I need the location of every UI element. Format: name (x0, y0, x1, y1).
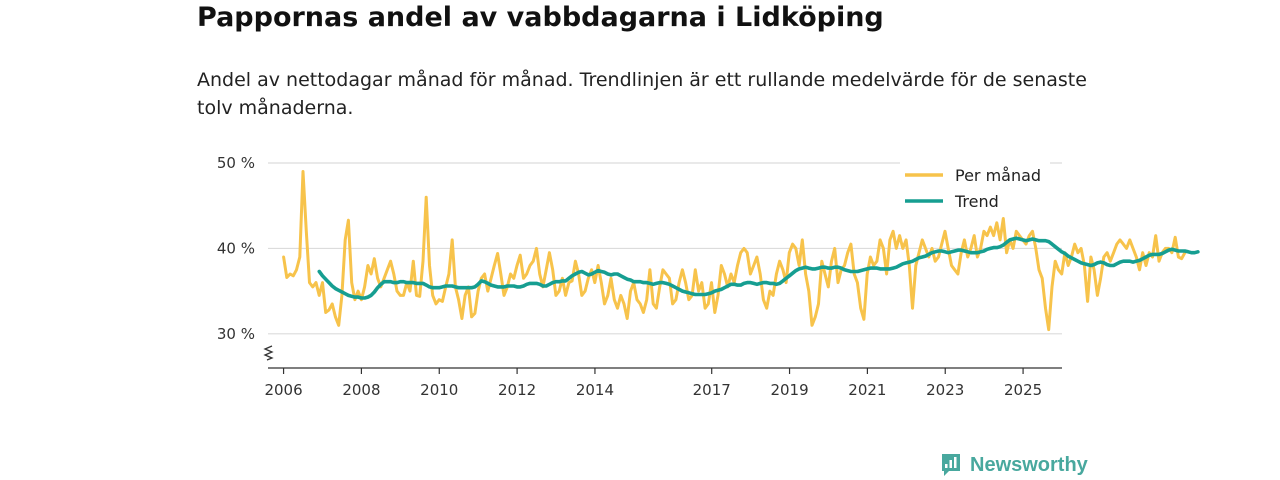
x-tick-label: 2025 (1004, 381, 1042, 399)
x-tick-label: 2006 (264, 381, 302, 399)
legend-background (900, 162, 1050, 214)
x-tick-label: 2021 (848, 381, 886, 399)
x-tick-label: 2019 (770, 381, 808, 399)
x-tick-label: 2023 (926, 381, 964, 399)
chart-title: Pappornas andel av vabbdagarna i Lidköpi… (197, 2, 884, 33)
axis-break-icon (263, 345, 274, 361)
x-tick-label: 2010 (420, 381, 458, 399)
series-line-trend (317, 236, 1200, 300)
brand-logo: Newsworthy (940, 451, 1088, 479)
y-tick-label: 40 % (217, 239, 255, 257)
x-axis-ticks: 2006 2008 2010 2012 2014 2017 2019 2021 2023 2025 (264, 368, 1042, 399)
series-lines (282, 170, 1200, 332)
x-tick-label: 2008 (342, 381, 380, 399)
x-tick-label: 2012 (498, 381, 536, 399)
legend-monthly-label: Per månad (955, 166, 1041, 185)
newsworthy-logo-icon (942, 454, 960, 476)
y-tick-label: 50 % (217, 154, 255, 172)
legend: Per månad Trend (900, 162, 1050, 214)
x-tick-label: 2017 (693, 381, 731, 399)
x-tick-label: 2014 (576, 381, 614, 399)
chart-subtitle: Andel av nettodagar månad för månad. Tre… (197, 69, 1087, 119)
y-tick-label: 30 % (217, 325, 255, 343)
y-axis-tick-labels: 30 % 40 % 50 % (217, 154, 255, 343)
legend-trend-label: Trend (954, 192, 999, 211)
brand-name: Newsworthy (970, 453, 1088, 476)
